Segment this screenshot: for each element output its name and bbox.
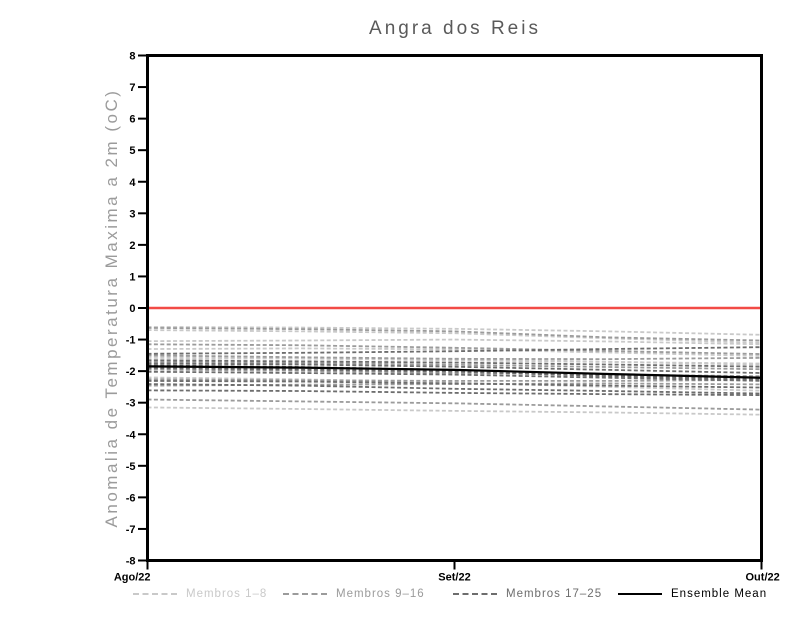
- y-tick-label: 2: [129, 240, 135, 252]
- legend-item-ensemble-mean: Ensemble Mean: [618, 587, 767, 601]
- axis-frame: [146, 54, 763, 562]
- x-tick-label: Set/22: [438, 572, 470, 584]
- y-tick-label: 8: [129, 51, 135, 63]
- legend-item-membros-17-25: Membros 17–25: [453, 587, 602, 601]
- legend-label: Membros 9–16: [336, 588, 425, 600]
- member-line: [147, 326, 762, 342]
- y-tick-label: -4: [126, 429, 137, 441]
- y-tick-label: 3: [129, 208, 135, 220]
- y-tick-label: -2: [126, 366, 136, 378]
- y-tick-label: 0: [129, 303, 135, 315]
- y-tick-label: -3: [126, 398, 136, 410]
- x-tick-label: Ago/22: [114, 572, 151, 584]
- legend-item-membros-1-8: Membros 1–8: [133, 587, 267, 601]
- legend-label: Membros 1–8: [186, 588, 268, 600]
- ensemble-mean-line: [147, 365, 762, 379]
- legend-line-sample: [618, 593, 662, 595]
- legend-line-sample: [133, 593, 177, 595]
- y-tick-label: 5: [129, 145, 135, 157]
- chart-title: Angra dos Reis: [369, 18, 541, 39]
- legend-label: Ensemble Mean: [671, 588, 768, 600]
- y-tick-label: 6: [129, 114, 135, 126]
- y-tick-label: -7: [126, 524, 136, 536]
- legend-label: Membros 17–25: [506, 588, 603, 600]
- y-tick-label: -1: [126, 335, 136, 347]
- y-tick-label: -8: [126, 556, 136, 568]
- legend-line-sample: [453, 593, 497, 595]
- y-tick-label: -5: [126, 461, 136, 473]
- y-tick-label: 7: [129, 82, 135, 94]
- y-tick-label: 4: [129, 177, 136, 189]
- legend-line-sample: [283, 593, 327, 595]
- legend-item-membros-9-16: Membros 9–16: [283, 587, 425, 601]
- x-tick-label: Out/22: [746, 572, 780, 584]
- y-tick-label: 1: [129, 271, 135, 283]
- y-tick-label: -6: [126, 492, 136, 504]
